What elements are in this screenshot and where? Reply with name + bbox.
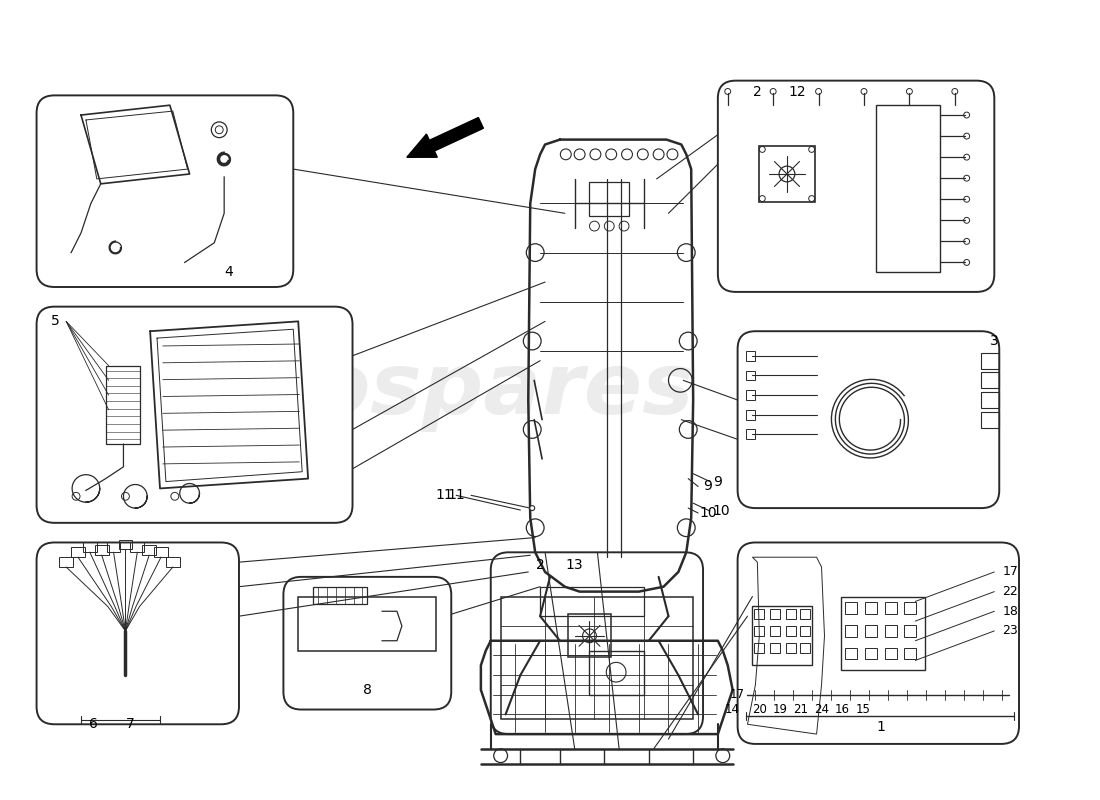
Text: 17: 17 — [730, 688, 745, 702]
Text: 21: 21 — [793, 703, 808, 716]
Bar — [786, 626, 796, 636]
Bar — [568, 614, 612, 658]
Bar — [154, 547, 168, 558]
Bar — [755, 610, 764, 619]
FancyArrow shape — [407, 118, 483, 158]
Text: 17: 17 — [1002, 566, 1019, 578]
Bar — [904, 648, 916, 659]
Bar — [72, 547, 85, 558]
Bar — [746, 390, 756, 400]
Text: 16: 16 — [835, 703, 850, 716]
Text: 2: 2 — [754, 86, 761, 99]
Bar — [865, 602, 877, 614]
Bar — [884, 648, 896, 659]
Bar — [590, 182, 629, 216]
Text: 11: 11 — [448, 488, 465, 502]
Bar — [166, 558, 179, 567]
FancyBboxPatch shape — [738, 331, 999, 508]
Text: 2: 2 — [536, 558, 544, 572]
Text: 1: 1 — [877, 720, 886, 734]
Bar — [540, 586, 644, 616]
FancyBboxPatch shape — [36, 542, 239, 724]
Bar — [746, 430, 756, 439]
Bar — [759, 146, 815, 202]
Bar — [590, 650, 644, 694]
Text: 10: 10 — [713, 504, 730, 518]
Bar — [500, 597, 693, 719]
Bar — [884, 625, 896, 637]
Bar — [119, 539, 132, 550]
Bar — [981, 392, 999, 408]
Bar — [82, 542, 97, 552]
Text: 11: 11 — [436, 488, 453, 502]
Bar — [845, 602, 857, 614]
Bar — [865, 625, 877, 637]
FancyBboxPatch shape — [718, 81, 994, 292]
FancyBboxPatch shape — [284, 577, 451, 710]
Bar — [884, 602, 896, 614]
Bar — [786, 642, 796, 653]
Text: 4: 4 — [224, 266, 233, 279]
Bar — [845, 625, 857, 637]
Bar — [904, 602, 916, 614]
Bar — [746, 410, 756, 420]
Bar — [904, 625, 916, 637]
Bar — [842, 597, 925, 670]
FancyBboxPatch shape — [491, 552, 703, 734]
Text: 7: 7 — [126, 718, 134, 731]
Text: 8: 8 — [363, 683, 372, 697]
Bar — [755, 642, 764, 653]
Text: 5: 5 — [52, 314, 60, 328]
Bar — [770, 626, 780, 636]
Bar — [746, 370, 756, 380]
Bar — [981, 412, 999, 427]
Bar — [786, 610, 796, 619]
Text: 15: 15 — [856, 703, 870, 716]
Text: 3: 3 — [990, 334, 999, 348]
Bar — [755, 626, 764, 636]
Bar — [142, 546, 156, 555]
Text: eurospares: eurospares — [150, 349, 694, 432]
Bar — [800, 610, 810, 619]
Bar — [131, 542, 144, 552]
FancyBboxPatch shape — [36, 306, 352, 523]
Text: 19: 19 — [772, 703, 788, 716]
Bar — [800, 642, 810, 653]
Text: 6: 6 — [89, 718, 98, 731]
Bar — [981, 353, 999, 369]
Bar — [845, 648, 857, 659]
Circle shape — [530, 506, 535, 510]
Bar — [107, 542, 121, 552]
Bar — [746, 351, 756, 361]
Text: 14: 14 — [725, 703, 740, 716]
Text: 24: 24 — [814, 703, 829, 716]
FancyBboxPatch shape — [738, 542, 1019, 744]
Bar — [770, 642, 780, 653]
Text: 12: 12 — [788, 86, 805, 99]
Text: 9: 9 — [713, 474, 722, 489]
Bar — [106, 366, 140, 444]
Bar — [95, 546, 109, 555]
Bar — [876, 106, 940, 272]
Bar — [800, 626, 810, 636]
Bar — [298, 597, 437, 650]
Bar — [865, 648, 877, 659]
Bar — [314, 586, 367, 604]
Text: 22: 22 — [1002, 585, 1018, 598]
FancyBboxPatch shape — [36, 95, 294, 287]
Text: 9: 9 — [704, 479, 713, 494]
Bar — [770, 610, 780, 619]
Bar — [981, 373, 999, 388]
Text: 23: 23 — [1002, 625, 1018, 638]
Text: 13: 13 — [565, 558, 583, 572]
Text: 18: 18 — [1002, 605, 1019, 618]
Text: 10: 10 — [700, 506, 717, 520]
Bar — [59, 558, 73, 567]
Text: 20: 20 — [752, 703, 767, 716]
Bar — [752, 606, 812, 666]
